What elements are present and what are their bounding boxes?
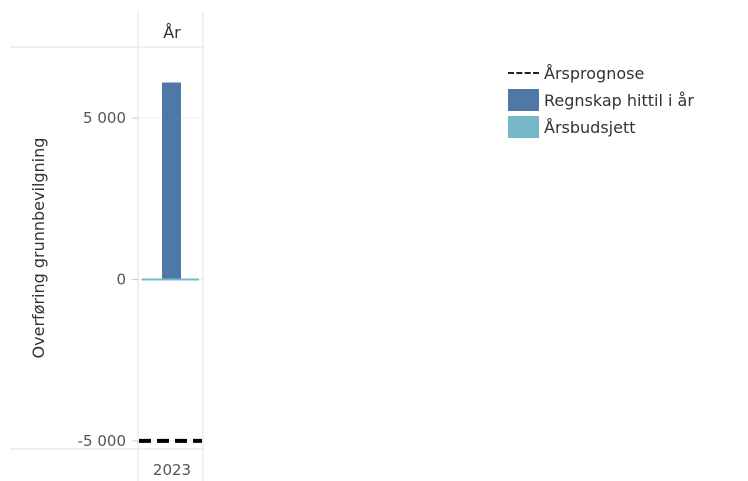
y-ticks: 5 000 0 -5 000 (78, 109, 138, 450)
chart-marks (139, 82, 202, 443)
bar-actual-2023 (162, 82, 181, 280)
legend-dash-icon (508, 72, 539, 74)
legend-item-actual: Regnskap hittil i år (508, 89, 694, 111)
y-tick-label: 0 (116, 270, 126, 288)
legend-swatch-budget (508, 116, 539, 138)
y-tick-label: 5 000 (83, 109, 126, 127)
legend-item-forecast: Årsprognose (508, 62, 694, 84)
legend-item-budget: Årsbudsjett (508, 116, 694, 138)
legend-label-budget: Årsbudsjett (544, 117, 636, 137)
legend-label-actual: Regnskap hittil i år (544, 90, 694, 110)
legend-swatch-actual (508, 89, 539, 111)
column-header: År (163, 23, 181, 42)
y-tick-label: -5 000 (78, 432, 126, 450)
legend-label-forecast: Årsprognose (544, 63, 645, 83)
x-tick-label: 2023 (153, 461, 191, 479)
y-axis-title: Overføring grunnbevilgning (29, 138, 48, 359)
legend: Årsprognose Regnskap hittil i år Årsbuds… (508, 62, 694, 143)
